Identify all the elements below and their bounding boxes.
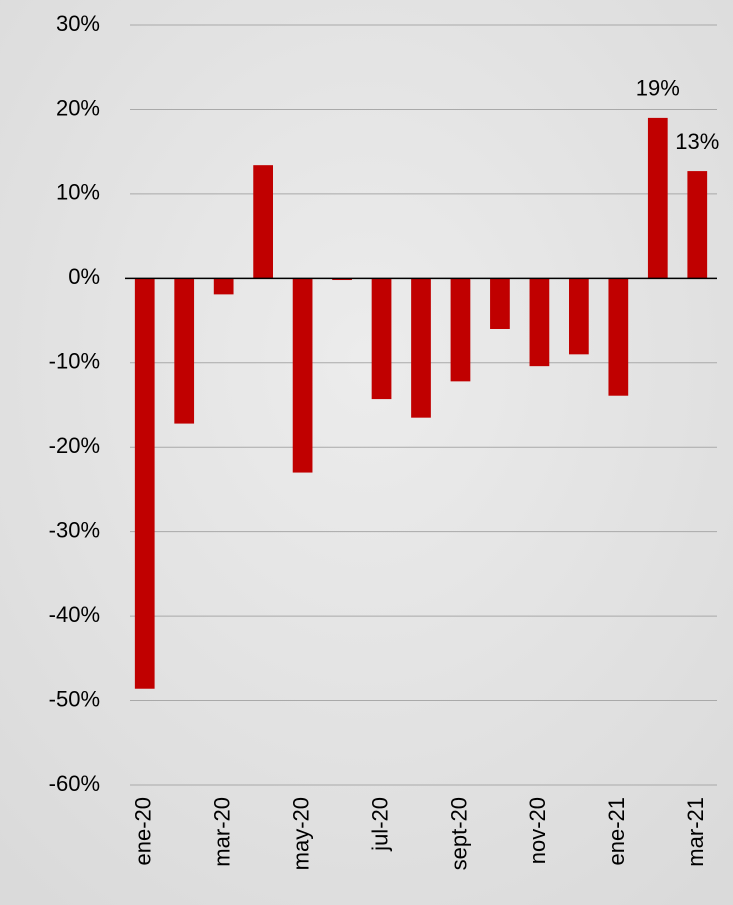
x-tick-label: ene-21	[604, 797, 629, 866]
bar	[134, 278, 155, 689]
x-tick-label: mar-20	[209, 797, 234, 867]
y-tick-label: -40%	[49, 602, 100, 627]
bar	[213, 278, 234, 295]
bar	[253, 165, 273, 279]
y-tick-label: -60%	[49, 771, 100, 796]
y-tick-label: 10%	[56, 180, 100, 205]
bar	[174, 278, 195, 424]
y-tick-label: 20%	[56, 95, 100, 120]
y-tick-label: -50%	[49, 686, 100, 711]
bar	[490, 278, 510, 329]
bar	[411, 278, 431, 418]
x-tick-label: ene-20	[131, 797, 156, 866]
bar	[529, 278, 550, 367]
y-tick-label: -10%	[49, 349, 100, 374]
x-tick-label: mar-21	[683, 797, 708, 867]
y-tick-label: 0%	[68, 264, 100, 289]
bar	[450, 278, 471, 382]
y-tick-label: -20%	[49, 433, 100, 458]
bar	[569, 278, 589, 355]
x-tick-label: may-20	[288, 797, 313, 870]
bar	[647, 117, 668, 279]
data-label: 13%	[675, 129, 719, 154]
bar	[687, 171, 708, 279]
data-label: 19%	[636, 76, 680, 101]
y-tick-label: 30%	[56, 11, 100, 36]
bar	[332, 278, 352, 281]
bar	[371, 278, 392, 400]
bar	[608, 278, 629, 396]
x-tick-label: sept-20	[446, 797, 471, 870]
y-tick-label: -30%	[49, 517, 100, 542]
bar	[292, 278, 313, 473]
x-tick-label: nov-20	[525, 797, 550, 864]
x-tick-label: jul-20	[367, 797, 392, 852]
